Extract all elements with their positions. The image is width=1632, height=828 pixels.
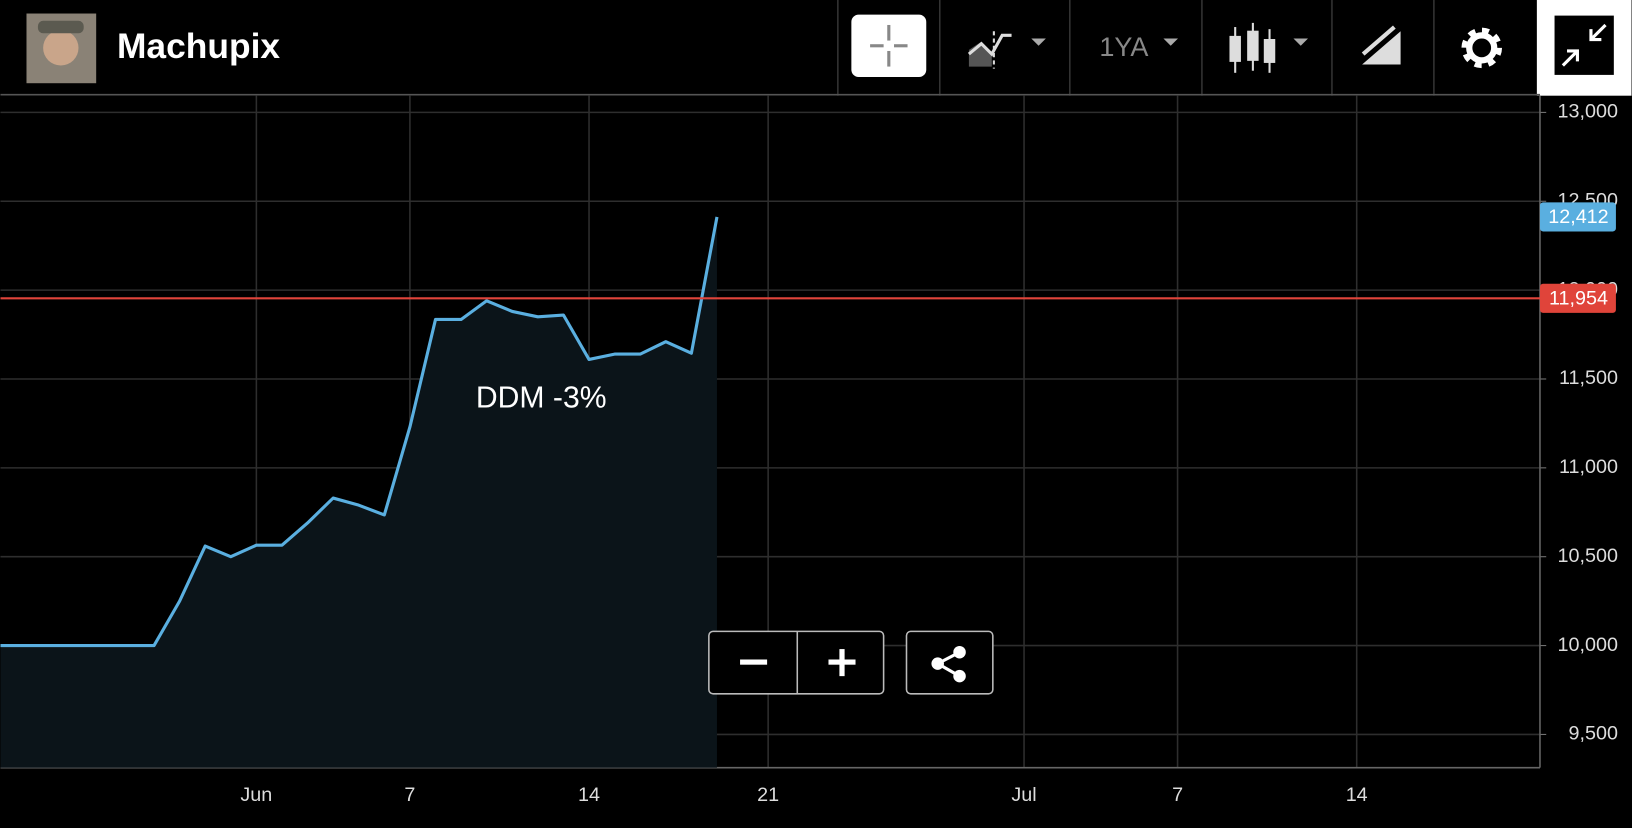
icon [953,645,966,659]
chart-type-button[interactable] [1229,22,1309,73]
dropdown-caret [1163,38,1178,46]
icon [1361,25,1396,56]
x-tick-label: Jul [1011,784,1036,806]
y-tick-label: 11,500 [1559,367,1618,389]
area-fill [0,216,717,768]
collapse-button[interactable] [1536,0,1632,96]
x-tick-label: 7 [404,784,415,806]
header: Machupix 1YA [26,0,1632,96]
y-tick-label: 9,500 [1569,723,1618,745]
x-tick-label: 21 [757,784,779,806]
button-bg [905,630,994,695]
dropdown-caret [1293,38,1309,46]
icon [1589,29,1602,42]
icon [967,33,1012,57]
x-tick-label: 7 [1172,784,1183,806]
annotation: DDM -3% [476,381,607,414]
reference-badge [1539,283,1616,313]
icon [1229,35,1241,62]
zoom-box [708,630,885,695]
x-tick-label: Jun [240,784,272,806]
zoom-out-button[interactable] [740,659,768,665]
overlay: DDM -3% [476,381,994,695]
last-price-badge [1539,202,1616,232]
settings-button[interactable] [1461,27,1503,69]
x-tick-label: 14 [578,784,600,806]
avatar-face [43,30,79,66]
compare-button[interactable] [967,31,1046,69]
x-tick-label: 14 [1346,784,1368,806]
app-title: Machupix [117,27,280,66]
avatar-hat [37,20,84,34]
icon [1589,23,1607,41]
share-button[interactable] [905,630,994,695]
dropdown-caret [1031,38,1046,46]
icon [1567,49,1579,62]
icon [931,657,944,670]
range-button[interactable]: 1YA [1099,32,1178,62]
y-tick-label: 10,000 [1558,634,1618,656]
range-label: 1YA [1099,32,1148,62]
last-price-label: 12,412 [1548,206,1608,228]
plot: 9,50010,00010,50011,00011,50012,00012,50… [0,95,1618,806]
zoom-controls [708,630,994,695]
button-bg [851,14,927,77]
icon [953,669,966,683]
y-tick-label: 11,000 [1559,456,1618,478]
crosshair-button[interactable] [851,14,927,77]
icon [1561,49,1579,67]
icon [1247,30,1259,61]
zoom-in-button[interactable] [828,649,856,677]
y-tick-label: 13,000 [1558,101,1618,123]
price-line [0,216,719,648]
icon [839,649,845,677]
icon [1466,32,1498,64]
icon [1263,39,1276,63]
y-tick-label: 10,500 [1558,545,1618,567]
reference-label: 11,954 [1549,288,1608,310]
